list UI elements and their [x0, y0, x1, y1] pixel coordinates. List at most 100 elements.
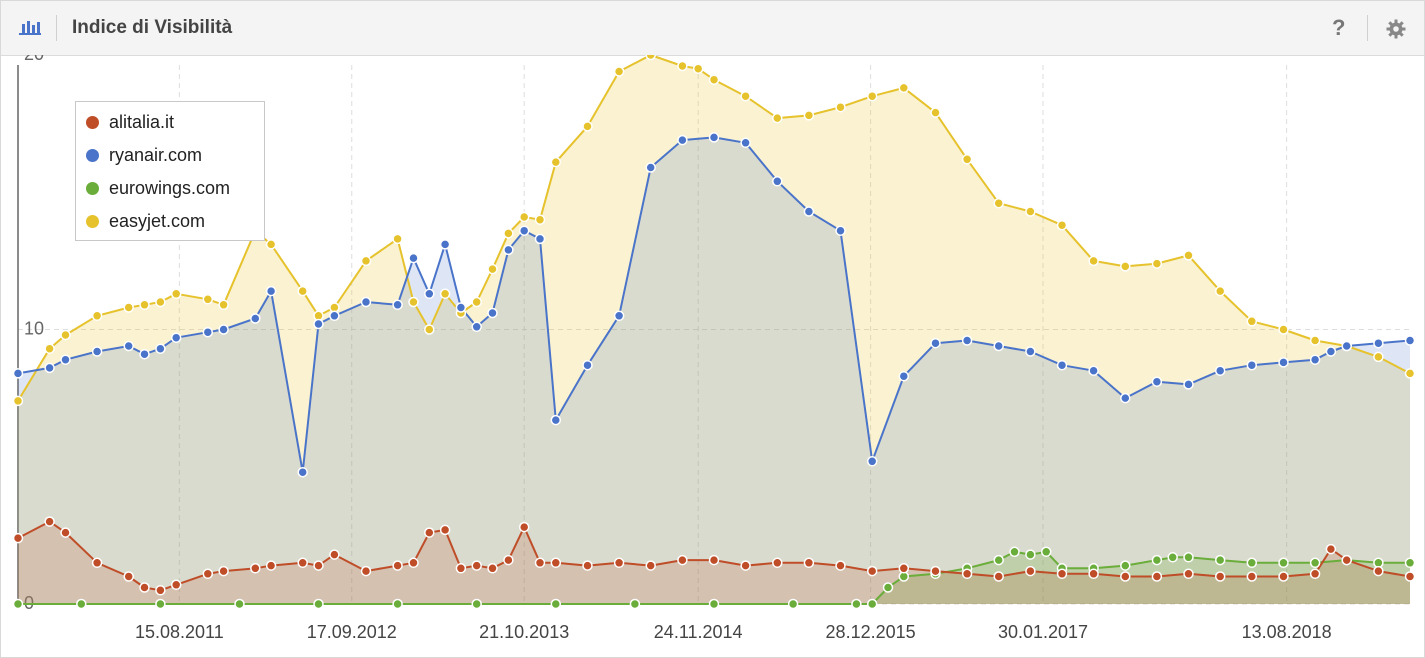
data-point-alitalia-it[interactable] — [91, 557, 103, 569]
data-point-easyjet-com[interactable] — [408, 296, 419, 308]
data-point-alitalia-it[interactable] — [1088, 568, 1099, 580]
data-point-eurowings-com[interactable] — [1404, 557, 1416, 569]
data-point-ryanair-com[interactable] — [455, 302, 467, 313]
data-point-eurowings-com[interactable] — [993, 554, 1004, 566]
data-point-alitalia-it[interactable] — [550, 557, 562, 569]
data-point-easyjet-com[interactable] — [297, 285, 308, 297]
data-point-ryanair-com[interactable] — [1373, 337, 1384, 349]
data-point-alitalia-it[interactable] — [1309, 568, 1321, 580]
data-point-ryanair-com[interactable] — [835, 225, 846, 236]
data-point-easyjet-com[interactable] — [835, 101, 846, 113]
data-point-ryanair-com[interactable] — [408, 252, 419, 264]
data-point-ryanair-com[interactable] — [44, 362, 55, 374]
data-point-easyjet-com[interactable] — [1309, 335, 1321, 346]
data-point-easyjet-com[interactable] — [44, 343, 55, 354]
data-point-easyjet-com[interactable] — [772, 112, 783, 124]
data-point-easyjet-com[interactable] — [677, 60, 688, 72]
data-point-ryanair-com[interactable] — [313, 318, 324, 330]
gear-icon[interactable] — [1386, 19, 1406, 39]
data-point-ryanair-com[interactable] — [613, 310, 625, 322]
data-point-ryanair-com[interactable] — [677, 134, 688, 146]
data-point-ryanair-com[interactable] — [1404, 335, 1416, 346]
data-point-easyjet-com[interactable] — [613, 66, 625, 77]
data-point-ryanair-com[interactable] — [772, 176, 783, 187]
data-point-easyjet-com[interactable] — [123, 302, 134, 313]
data-point-alitalia-it[interactable] — [424, 527, 435, 538]
data-point-ryanair-com[interactable] — [487, 307, 498, 319]
data-point-ryanair-com[interactable] — [1056, 359, 1068, 371]
data-point-easyjet-com[interactable] — [898, 82, 910, 94]
data-point-easyjet-com[interactable] — [803, 110, 815, 121]
data-point-eurowings-com[interactable] — [866, 598, 878, 610]
data-point-alitalia-it[interactable] — [1341, 554, 1352, 566]
data-point-alitalia-it[interactable] — [1120, 571, 1131, 582]
data-point-alitalia-it[interactable] — [1151, 571, 1163, 582]
data-point-easyjet-com[interactable] — [12, 395, 24, 407]
data-point-easyjet-com[interactable] — [740, 90, 751, 102]
data-point-easyjet-com[interactable] — [60, 329, 71, 341]
data-point-ryanair-com[interactable] — [740, 137, 751, 149]
data-point-easyjet-com[interactable] — [645, 55, 656, 61]
data-point-ryanair-com[interactable] — [1088, 365, 1099, 376]
data-point-ryanair-com[interactable] — [1214, 365, 1226, 376]
data-point-ryanair-com[interactable] — [534, 233, 546, 245]
data-point-easyjet-com[interactable] — [503, 228, 514, 239]
data-point-ryanair-com[interactable] — [123, 340, 134, 352]
data-point-ryanair-com[interactable] — [961, 335, 973, 346]
data-point-alitalia-it[interactable] — [1214, 571, 1226, 582]
data-point-eurowings-com[interactable] — [1278, 557, 1289, 569]
data-point-alitalia-it[interactable] — [1373, 565, 1384, 577]
data-point-alitalia-it[interactable] — [1278, 571, 1289, 582]
data-point-easyjet-com[interactable] — [550, 156, 562, 168]
data-point-ryanair-com[interactable] — [250, 313, 261, 324]
data-point-alitalia-it[interactable] — [297, 557, 308, 569]
data-point-easyjet-com[interactable] — [866, 90, 878, 102]
data-point-easyjet-com[interactable] — [1278, 324, 1289, 335]
data-point-easyjet-com[interactable] — [518, 211, 530, 223]
data-point-alitalia-it[interactable] — [993, 571, 1004, 582]
data-point-ryanair-com[interactable] — [645, 162, 656, 173]
data-point-alitalia-it[interactable] — [677, 554, 688, 566]
data-point-ryanair-com[interactable] — [866, 456, 878, 467]
data-point-easyjet-com[interactable] — [582, 121, 593, 132]
data-point-alitalia-it[interactable] — [1056, 568, 1068, 580]
data-point-alitalia-it[interactable] — [265, 560, 277, 571]
data-point-easyjet-com[interactable] — [1025, 206, 1036, 217]
data-point-easyjet-com[interactable] — [155, 296, 166, 308]
data-point-alitalia-it[interactable] — [961, 568, 973, 580]
data-point-ryanair-com[interactable] — [218, 324, 229, 335]
data-point-easyjet-com[interactable] — [265, 239, 277, 250]
data-point-easyjet-com[interactable] — [1214, 285, 1226, 297]
data-point-ryanair-com[interactable] — [503, 244, 514, 256]
data-point-easyjet-com[interactable] — [961, 154, 973, 165]
data-point-easyjet-com[interactable] — [993, 197, 1004, 209]
data-point-ryanair-com[interactable] — [708, 132, 720, 143]
data-point-easyjet-com[interactable] — [1246, 316, 1258, 327]
legend-item-easyjet[interactable]: easyjet.com — [86, 211, 205, 231]
data-point-alitalia-it[interactable] — [60, 527, 71, 538]
data-point-ryanair-com[interactable] — [439, 239, 451, 250]
data-point-easyjet-com[interactable] — [424, 324, 435, 335]
data-point-ryanair-com[interactable] — [930, 337, 941, 349]
data-point-easyjet-com[interactable] — [471, 296, 482, 308]
data-point-easyjet-com[interactable] — [218, 299, 229, 311]
data-point-alitalia-it[interactable] — [645, 560, 656, 571]
data-point-easyjet-com[interactable] — [170, 288, 182, 300]
data-point-alitalia-it[interactable] — [471, 560, 482, 571]
data-point-ryanair-com[interactable] — [471, 321, 482, 333]
data-point-easyjet-com[interactable] — [1183, 250, 1194, 261]
data-point-eurowings-com[interactable] — [471, 598, 482, 610]
data-point-ryanair-com[interactable] — [139, 348, 150, 360]
data-point-ryanair-com[interactable] — [1325, 346, 1337, 357]
data-point-eurowings-com[interactable] — [1120, 560, 1131, 571]
data-point-alitalia-it[interactable] — [534, 557, 546, 569]
data-point-easyjet-com[interactable] — [534, 214, 546, 225]
data-point-eurowings-com[interactable] — [1167, 552, 1178, 563]
data-point-alitalia-it[interactable] — [250, 563, 261, 574]
data-point-alitalia-it[interactable] — [740, 560, 751, 571]
data-point-alitalia-it[interactable] — [44, 516, 55, 527]
data-point-easyjet-com[interactable] — [1120, 261, 1131, 272]
data-point-alitalia-it[interactable] — [1246, 571, 1258, 582]
data-point-alitalia-it[interactable] — [218, 565, 229, 577]
data-point-eurowings-com[interactable] — [76, 598, 87, 610]
